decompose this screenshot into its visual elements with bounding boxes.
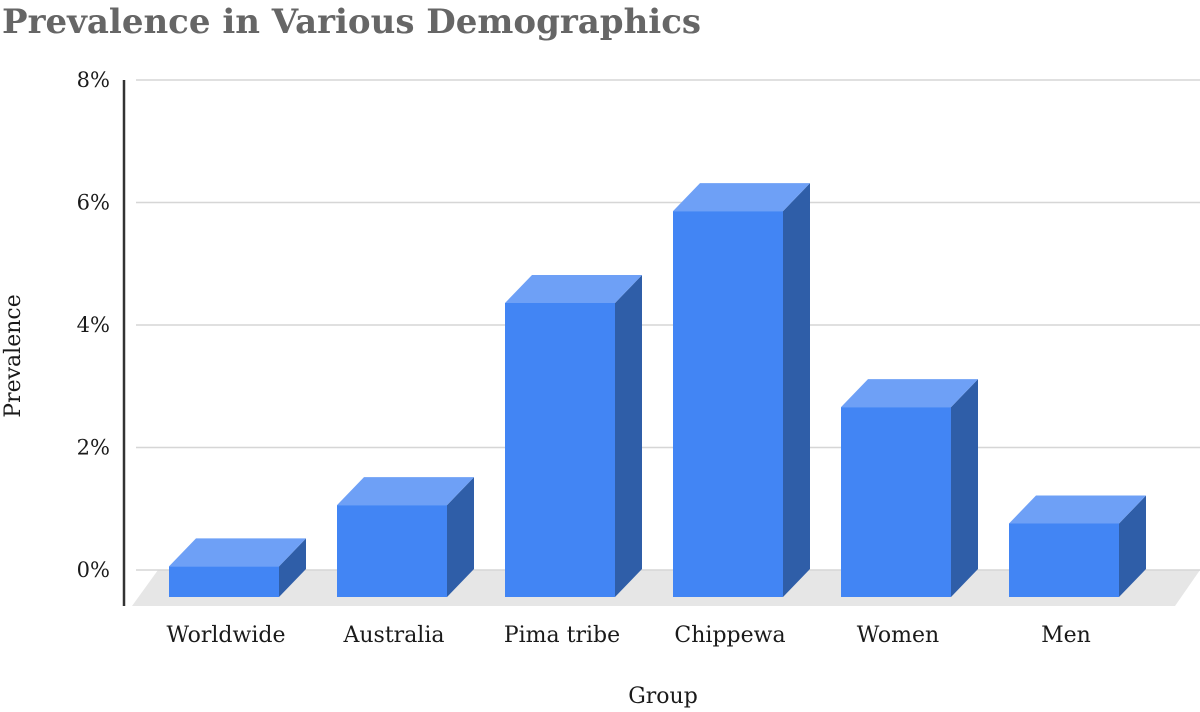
bar-top	[169, 538, 306, 567]
x-tick-label: Worldwide	[167, 623, 286, 648]
bar-front	[337, 505, 447, 597]
y-tick-label: 6%	[77, 191, 110, 215]
bar-side	[279, 538, 306, 597]
y-axis-label: Prevalence	[1, 294, 26, 417]
bar-front	[169, 566, 279, 597]
bar-men	[1009, 495, 1146, 597]
y-tick-label: 0%	[77, 558, 110, 582]
y-axis-ticks: 0% 2% 4% 6% 8%	[77, 68, 110, 582]
bar-front	[505, 303, 615, 597]
x-tick-label: Women	[857, 623, 939, 648]
y-tick-label: 8%	[77, 68, 110, 92]
bar-worldwide	[169, 538, 306, 597]
bar-women	[841, 379, 978, 597]
bar-side	[951, 379, 978, 597]
x-tick-label: Pima tribe	[504, 623, 620, 648]
y-tick-label: 4%	[77, 313, 110, 337]
bar-side	[447, 477, 474, 597]
bar-top	[1009, 495, 1146, 524]
bar-front	[841, 407, 951, 597]
y-tick-label: 2%	[77, 436, 110, 460]
x-tick-label: Men	[1041, 623, 1091, 648]
bar-front	[1009, 523, 1119, 597]
bar-side	[783, 183, 810, 597]
x-tick-label: Australia	[342, 623, 444, 648]
bar-side	[1119, 495, 1146, 597]
bar-top	[505, 275, 642, 303]
x-axis-label: Group	[628, 684, 698, 709]
bar-top	[673, 183, 810, 212]
bar-front	[673, 211, 783, 597]
bar-australia	[337, 477, 474, 597]
bar-pima-tribe	[505, 275, 642, 597]
bar-chippewa	[673, 183, 810, 597]
bars	[169, 183, 1146, 597]
chart-title: Prevalence in Various Demographics	[2, 2, 701, 42]
x-axis-ticks: Worldwide Australia Pima tribe Chippewa Wome…	[167, 623, 1091, 648]
x-tick-label: Chippewa	[674, 623, 785, 648]
bar-side	[615, 275, 642, 597]
bar-top	[337, 477, 474, 506]
bar-top	[841, 379, 978, 408]
